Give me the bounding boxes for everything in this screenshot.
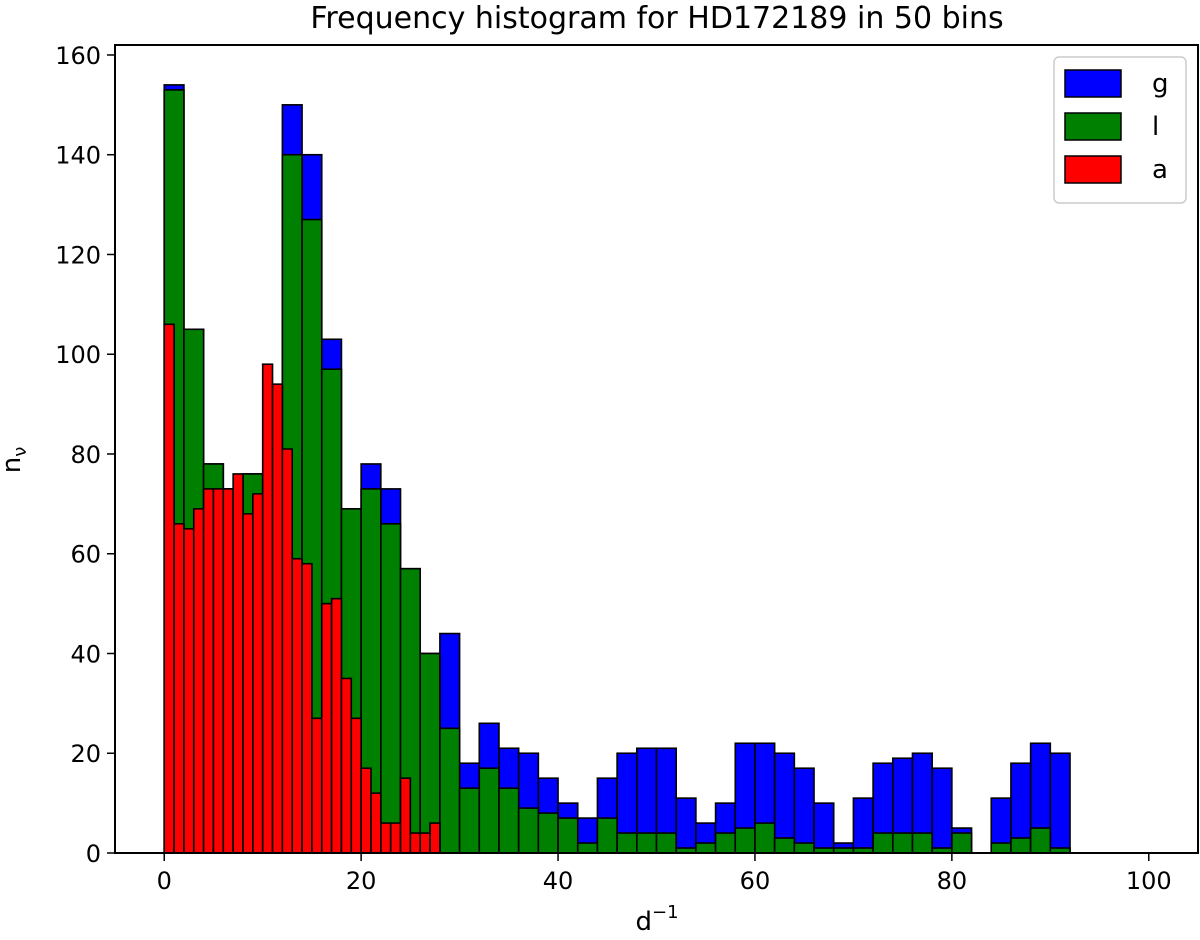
bar-a-19 [350, 717, 362, 854]
bar-g-45 [1049, 752, 1071, 854]
x-axis-ticks: 0 20 40 60 80 100 [157, 853, 1172, 895]
bar-g-26 [675, 797, 697, 854]
y-tick-label: 20 [70, 740, 101, 768]
x-tick-label: 80 [937, 867, 968, 895]
bar-a-17 [330, 597, 343, 854]
bar-a-18 [340, 677, 353, 854]
x-axis-label: d−1 [635, 902, 678, 937]
bar-a-27 [429, 822, 441, 854]
bar-a-1 [173, 523, 185, 854]
bar-l-15 [458, 787, 481, 854]
y-tick-label: 0 [86, 840, 101, 868]
x-tick-label: 60 [740, 867, 771, 895]
bar-a-12 [281, 448, 294, 854]
bar-l-21 [576, 842, 599, 854]
bar-l-23 [616, 832, 638, 854]
bar-l-24 [636, 832, 658, 854]
y-tick-label: 140 [55, 142, 101, 170]
bar-l-38 [911, 832, 933, 854]
y-tick-label: 120 [55, 241, 101, 269]
y-tick-label: 160 [55, 42, 101, 70]
bar-l-32 [793, 842, 815, 854]
bar-l-20 [557, 817, 579, 854]
bar-l-40 [951, 832, 973, 854]
bar-a-10 [261, 363, 274, 854]
bar-a-4 [202, 488, 215, 854]
bar-a-0 [163, 323, 175, 854]
bar-g-32 [793, 767, 815, 854]
bar-l-14 [439, 727, 461, 854]
bar-a-15 [311, 717, 323, 854]
bar-a-11 [271, 383, 284, 854]
bar-l-31 [773, 837, 796, 854]
x-tick-label: 20 [346, 867, 377, 895]
bar-a-14 [301, 562, 313, 854]
bar-a-3 [192, 508, 205, 854]
legend-label-l: l [1152, 112, 1159, 142]
bar-a-23 [389, 822, 402, 854]
bar-l-18 [517, 807, 540, 854]
bar-l-44 [1029, 827, 1052, 854]
legend-swatch-g [1064, 69, 1122, 98]
y-axis-label: nν [0, 447, 31, 474]
bar-l-28 [714, 832, 737, 854]
bar-a-9 [252, 493, 264, 854]
x-tick-label: 0 [157, 867, 172, 895]
bar-l-43 [1010, 837, 1032, 854]
plot-frame [114, 44, 1199, 854]
y-tick-label: 100 [55, 341, 101, 369]
bar-l-25 [655, 832, 677, 854]
bar-a-20 [360, 767, 372, 854]
legend-label-g: g [1152, 69, 1169, 99]
bars-layer [163, 84, 1071, 854]
bar-l-42 [990, 842, 1012, 854]
bar-l-22 [596, 817, 618, 854]
bar-a-26 [419, 832, 431, 854]
bar-l-17 [498, 787, 520, 854]
bar-a-24 [399, 777, 412, 854]
bar-a-8 [242, 513, 254, 854]
bar-a-21 [370, 792, 382, 854]
x-tick-label: 100 [1126, 867, 1172, 895]
y-tick-label: 80 [70, 441, 101, 469]
bar-a-5 [212, 488, 225, 854]
bar-g-33 [813, 802, 835, 854]
bar-a-6 [222, 488, 234, 854]
bar-l-19 [537, 812, 559, 854]
bar-l-16 [478, 767, 500, 854]
bar-a-22 [380, 822, 392, 854]
bar-l-36 [872, 832, 894, 854]
chart-title: Frequency histogram for HD172189 in 50 b… [310, 1, 1003, 36]
bar-a-7 [232, 473, 244, 854]
bar-g-39 [931, 767, 953, 854]
x-tick-label: 40 [543, 867, 574, 895]
bar-a-13 [291, 557, 303, 854]
legend-label-a: a [1152, 155, 1168, 185]
y-tick-label: 60 [70, 541, 101, 569]
legend: gla [1053, 56, 1187, 204]
bar-l-27 [695, 842, 717, 854]
legend-swatch-l [1064, 112, 1122, 141]
legend-swatch-a [1064, 155, 1122, 184]
bar-l-30 [754, 822, 776, 854]
bar-a-16 [320, 602, 333, 854]
bar-a-25 [409, 832, 422, 854]
bar-l-29 [734, 827, 756, 854]
y-axis-ticks: 0 20 40 60 80 100 120 140 160 [55, 42, 115, 868]
bar-a-2 [183, 528, 195, 854]
bar-l-37 [891, 832, 914, 854]
bar-g-35 [852, 797, 874, 854]
bar-l-11 [380, 523, 402, 854]
y-tick-label: 40 [70, 640, 101, 668]
